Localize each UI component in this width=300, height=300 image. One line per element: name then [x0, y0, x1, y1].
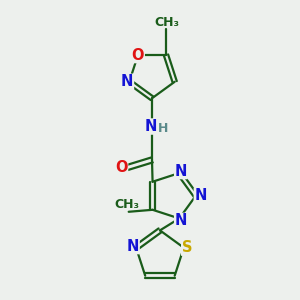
- Text: O: O: [115, 160, 128, 175]
- Text: S: S: [182, 240, 192, 255]
- Text: N: N: [145, 119, 158, 134]
- Text: N: N: [175, 164, 187, 178]
- Text: CH₃: CH₃: [154, 16, 179, 29]
- Text: CH₃: CH₃: [114, 198, 139, 211]
- Text: N: N: [194, 188, 207, 203]
- Text: N: N: [121, 74, 134, 89]
- Text: H: H: [158, 122, 168, 135]
- Text: N: N: [127, 238, 139, 253]
- Text: N: N: [175, 213, 187, 228]
- Text: O: O: [132, 48, 144, 63]
